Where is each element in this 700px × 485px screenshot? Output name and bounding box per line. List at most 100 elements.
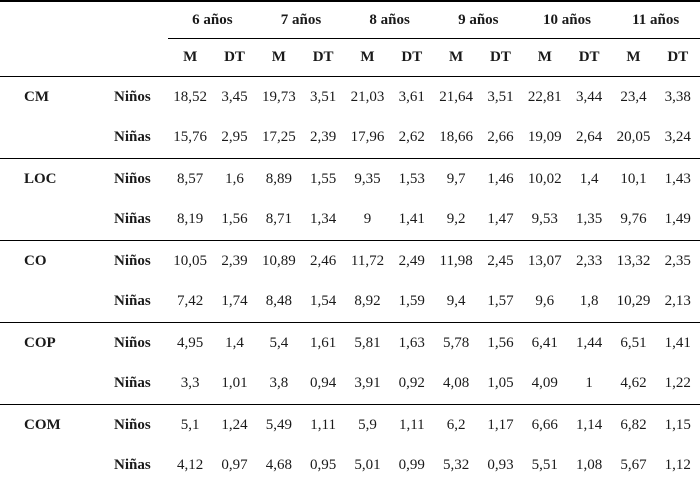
value-cell: 1,05 <box>478 363 523 405</box>
value-cell: 17,25 <box>256 117 301 159</box>
value-cell: 4,12 <box>177 457 204 474</box>
sex-label: Niñas <box>100 281 168 323</box>
value-cell: 1,35 <box>566 199 612 241</box>
value-cell: 0,97 <box>221 457 248 474</box>
value-cell: 1,01 <box>212 363 257 405</box>
value-cell: 8,19 <box>168 199 213 241</box>
measure-label: CO <box>24 252 47 269</box>
value-cell: 3,38 <box>664 88 691 105</box>
value-cell: 9,2 <box>433 199 479 241</box>
sex-label: Niños <box>114 170 151 187</box>
table-row: COP Niños 4,95 1,4 5,4 1,61 5,81 1,63 5,78 1,56 6,… <box>0 323 700 364</box>
value-cell: 19,09 <box>522 117 567 159</box>
value-cell: 1,41 <box>389 199 434 241</box>
table-row: Niñas 4,12 0,97 4,68 0,95 5,01 0,99 5,32 0,93 5,5… <box>0 446 700 485</box>
value-cell: 8,48 <box>256 281 301 323</box>
value-cell: 2,64 <box>566 117 612 159</box>
value-cell: 1,4 <box>225 334 244 351</box>
value-cell: 1,24 <box>221 416 248 433</box>
value-cell: 0,95 <box>310 457 337 474</box>
stat-header: M <box>522 38 567 77</box>
stat-header: M <box>611 38 656 77</box>
value-cell: 2,49 <box>398 252 425 269</box>
sex-label: Niñas <box>114 457 151 474</box>
stat-header: DT <box>300 38 346 77</box>
stat-header: DT <box>655 38 700 77</box>
value-cell: 1,15 <box>664 416 691 433</box>
value-cell: 3,51 <box>487 88 514 105</box>
value-cell: 20,05 <box>611 117 656 159</box>
value-cell: 22,81 <box>527 88 562 105</box>
value-cell: 13,32 <box>616 252 651 269</box>
value-cell: 7,42 <box>168 281 213 323</box>
value-cell: 13,07 <box>527 252 562 269</box>
age-header-row: 6 años 7 años 8 años 9 años 10 años 11 años <box>0 1 700 39</box>
value-cell: 6,51 <box>620 334 647 351</box>
value-cell: 19,73 <box>261 88 296 105</box>
corner-cell <box>0 38 168 77</box>
value-cell: 9,4 <box>433 281 479 323</box>
value-cell: 9,35 <box>354 170 381 187</box>
value-cell: 4,68 <box>265 457 292 474</box>
sex-label: Niños <box>114 88 151 105</box>
value-cell: 23,4 <box>620 88 647 105</box>
value-cell: 5,78 <box>443 334 470 351</box>
value-cell: 1,57 <box>478 281 523 323</box>
value-cell: 4,09 <box>522 363 567 405</box>
value-cell: 3,8 <box>256 363 301 405</box>
value-cell: 2,45 <box>487 252 514 269</box>
value-cell: 1,56 <box>212 199 257 241</box>
value-cell: 1,54 <box>300 281 346 323</box>
value-cell: 1,22 <box>655 363 700 405</box>
stat-header: DT <box>566 38 612 77</box>
sex-label: Niñas <box>100 117 168 159</box>
value-cell: 0,99 <box>398 457 425 474</box>
age-header: 10 años <box>522 1 612 39</box>
value-cell: 11,72 <box>350 252 385 269</box>
value-cell: 1,59 <box>389 281 434 323</box>
value-cell: 1,55 <box>310 170 337 187</box>
stat-header: M <box>433 38 479 77</box>
value-cell: 3,51 <box>310 88 337 105</box>
value-cell: 2,62 <box>389 117 434 159</box>
value-cell: 5,51 <box>531 457 558 474</box>
age-header: 9 años <box>433 1 523 39</box>
value-cell: 3,3 <box>168 363 213 405</box>
value-cell: 9,7 <box>446 170 466 187</box>
table-row: COM Niños 5,1 1,24 5,49 1,11 5,9 1,11 6,2 1,17 6,6… <box>0 405 700 446</box>
value-cell: 2,33 <box>575 252 603 269</box>
value-cell: 0,93 <box>487 457 514 474</box>
value-cell: 1,08 <box>575 457 603 474</box>
value-cell: 3,45 <box>221 88 248 105</box>
value-cell: 1,6 <box>225 170 244 187</box>
value-cell: 1 <box>566 363 612 405</box>
measure-label <box>0 281 100 323</box>
measure-label <box>0 363 100 405</box>
value-cell: 2,13 <box>655 281 700 323</box>
value-cell: 8,71 <box>256 199 301 241</box>
measure-label <box>0 117 100 159</box>
value-cell: 4,62 <box>611 363 656 405</box>
value-cell: 5,4 <box>269 334 289 351</box>
value-cell: 2,66 <box>478 117 523 159</box>
value-cell: 2,39 <box>300 117 346 159</box>
value-cell: 1,56 <box>487 334 514 351</box>
value-cell: 5,32 <box>443 457 470 474</box>
value-cell: 5,49 <box>265 416 292 433</box>
value-cell: 1,44 <box>575 334 603 351</box>
value-cell: 1,63 <box>398 334 425 351</box>
measure-label <box>0 446 100 485</box>
measure-label: COM <box>24 416 61 433</box>
value-cell: 10,1 <box>620 170 647 187</box>
value-cell: 4,95 <box>177 334 204 351</box>
age-header: 11 años <box>611 1 700 39</box>
measure-label: LOC <box>24 170 57 187</box>
value-cell: 1,11 <box>398 416 425 433</box>
value-cell: 6,2 <box>446 416 466 433</box>
value-cell: 18,66 <box>433 117 479 159</box>
sex-label: Niños <box>114 252 151 269</box>
value-cell: 5,81 <box>354 334 381 351</box>
value-cell: 3,24 <box>655 117 700 159</box>
